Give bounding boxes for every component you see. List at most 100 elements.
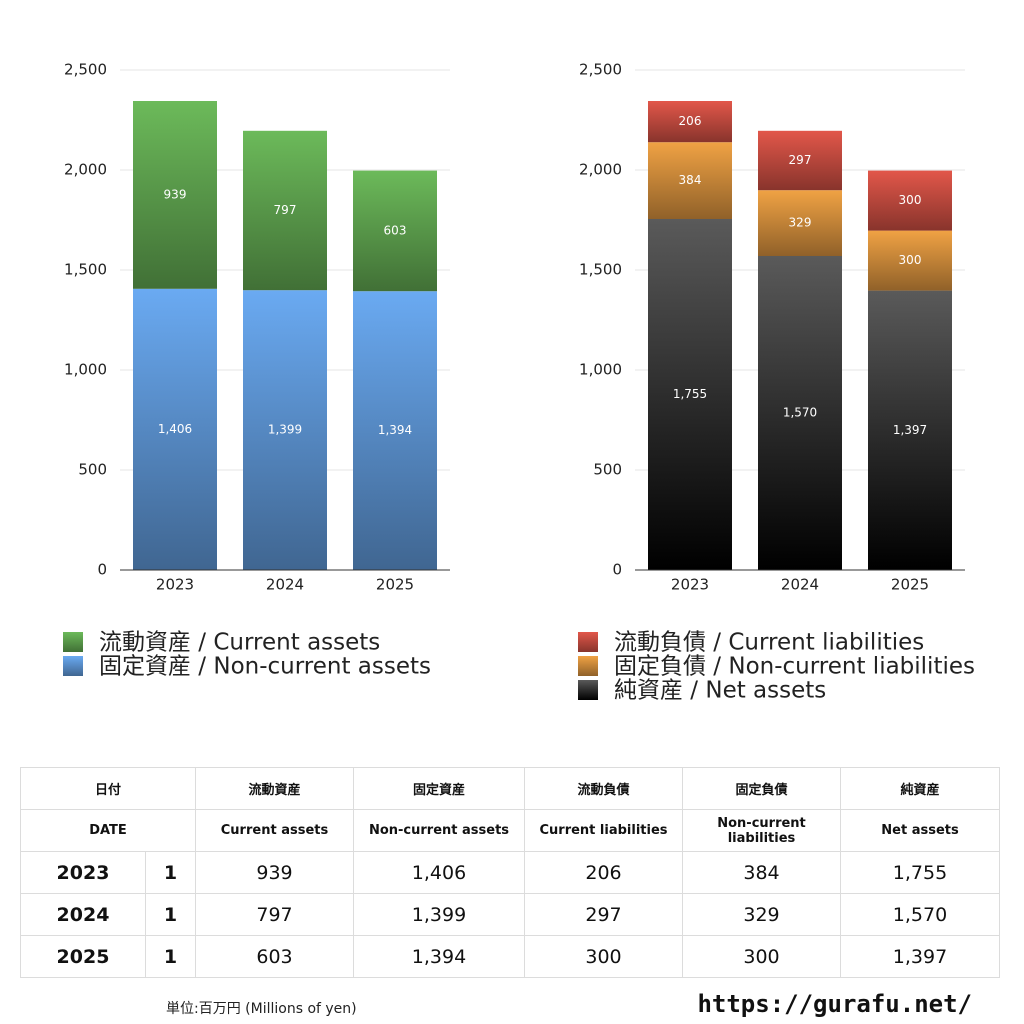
table-header-row: DATE Current assets Non-current assets Curr… — [20, 809, 1000, 852]
legend-swatch — [63, 656, 83, 676]
table-cell: 939 — [195, 851, 354, 894]
table-cell: Non-current assets — [353, 809, 525, 852]
value-label: 300 — [899, 253, 922, 267]
bar-segment — [353, 291, 437, 570]
legend-label: 流動負債 / Current liabilities — [614, 630, 924, 656]
table-header-row: 日付 流動資産 固定資産 流動負債 固定負債 純資産 — [20, 767, 1000, 810]
bar-segment — [868, 230, 952, 291]
bar-segment — [648, 142, 732, 219]
table-cell: 797 — [195, 893, 354, 936]
x-tick-label: 2024 — [781, 576, 819, 594]
value-label: 1,570 — [783, 406, 817, 420]
table-cell: 1 — [145, 893, 196, 936]
table-cell: 2025 — [20, 935, 146, 978]
table-row: 2024 1 797 1,399 297 329 1,570 — [20, 893, 1000, 936]
x-tick-label: 2025 — [376, 576, 414, 594]
value-label: 1,755 — [673, 387, 707, 401]
table-cell: Current liabilities — [524, 809, 683, 852]
bar-segment — [133, 288, 217, 570]
bar-segment — [243, 290, 327, 570]
table-cell: 流動資産 — [195, 767, 354, 810]
legend-swatch — [63, 632, 83, 652]
bar-segment — [648, 101, 732, 143]
y-tick-label: 1,500 — [579, 261, 622, 279]
x-tick-label: 2023 — [671, 576, 709, 594]
value-label: 1,406 — [158, 422, 192, 436]
value-label: 939 — [164, 187, 187, 201]
bar-segment — [758, 130, 842, 191]
y-tick-label: 2,500 — [64, 61, 107, 79]
table-cell: 603 — [195, 935, 354, 978]
bar-segment — [758, 190, 842, 256]
unit-note: 単位:百万円 (Millions of yen) — [166, 1001, 357, 1017]
table-cell: 297 — [524, 893, 683, 936]
table-cell: 1 — [145, 851, 196, 894]
table-cell: 1,570 — [840, 893, 1000, 936]
legend-swatch — [578, 632, 598, 652]
y-tick-label: 0 — [97, 561, 107, 579]
table-cell: 固定負債 — [682, 767, 841, 810]
table-cell: Current assets — [195, 809, 354, 852]
y-tick-label: 2,500 — [579, 61, 622, 79]
value-label: 1,397 — [893, 423, 927, 437]
bar-segment — [243, 130, 327, 291]
table-row: 2023 1 939 1,406 206 384 1,755 — [20, 851, 1000, 894]
y-tick-label: 500 — [593, 461, 622, 479]
y-tick-label: 1,000 — [579, 361, 622, 379]
x-tick-label: 2025 — [891, 576, 929, 594]
table-cell: Net assets — [840, 809, 1000, 852]
y-tick-label: 1,500 — [64, 261, 107, 279]
x-tick-label: 2024 — [266, 576, 304, 594]
site-url: https://gurafu.net/ — [697, 990, 972, 1018]
table-cell: 206 — [524, 851, 683, 894]
table-row: 2025 1 603 1,394 300 300 1,397 — [20, 935, 1000, 978]
table-cell: DATE — [20, 809, 196, 852]
y-tick-label: 1,000 — [64, 361, 107, 379]
bar-segment — [133, 101, 217, 289]
table-cell: 300 — [682, 935, 841, 978]
table-cell: 固定資産 — [353, 767, 525, 810]
bar-segment — [868, 290, 952, 570]
legend-swatch — [578, 680, 598, 700]
y-tick-label: 2,000 — [579, 161, 622, 179]
table-cell: 1,406 — [353, 851, 525, 894]
table-cell: 2023 — [20, 851, 146, 894]
table-cell: 1,394 — [353, 935, 525, 978]
y-tick-label: 2,000 — [64, 161, 107, 179]
table-cell: Non-current liabilities — [682, 809, 841, 852]
y-tick-label: 0 — [612, 561, 622, 579]
table-cell: 1,397 — [840, 935, 1000, 978]
table-cell: 384 — [682, 851, 841, 894]
legend-swatch — [578, 656, 598, 676]
legend-label: 純資産 / Net assets — [614, 678, 826, 704]
bar-segment — [648, 219, 732, 570]
value-label: 300 — [899, 193, 922, 207]
value-label: 797 — [274, 203, 297, 217]
value-label: 1,394 — [378, 423, 412, 437]
table-cell: 1,755 — [840, 851, 1000, 894]
table-cell: 日付 — [20, 767, 196, 810]
y-tick-label: 500 — [78, 461, 107, 479]
x-tick-label: 2023 — [156, 576, 194, 594]
data-table: 日付 流動資産 固定資産 流動負債 固定負債 純資産 DATE Current assets N… — [20, 767, 1000, 978]
table-cell: 1 — [145, 935, 196, 978]
table-cell: 300 — [524, 935, 683, 978]
value-label: 329 — [789, 216, 812, 230]
legend-label: 流動資産 / Current assets — [99, 630, 380, 656]
value-label: 206 — [679, 114, 702, 128]
table-cell: 純資産 — [840, 767, 1000, 810]
value-label: 384 — [679, 173, 702, 187]
table-cell: 2024 — [20, 893, 146, 936]
table-cell: 329 — [682, 893, 841, 936]
legend-label: 固定負債 / Non-current liabilities — [614, 654, 975, 680]
charts: 0 500 1,000 1,500 2,000 2,500 1,406 939 2023 1,39… — [63, 61, 975, 704]
value-label: 603 — [384, 223, 407, 237]
table-cell: 1,399 — [353, 893, 525, 936]
value-label: 297 — [789, 153, 812, 167]
bar-segment — [758, 256, 842, 570]
legend-label: 固定資産 / Non-current assets — [99, 654, 431, 680]
table-cell: 流動負債 — [524, 767, 683, 810]
bar-segment — [353, 170, 437, 292]
bar-segment — [868, 170, 952, 231]
